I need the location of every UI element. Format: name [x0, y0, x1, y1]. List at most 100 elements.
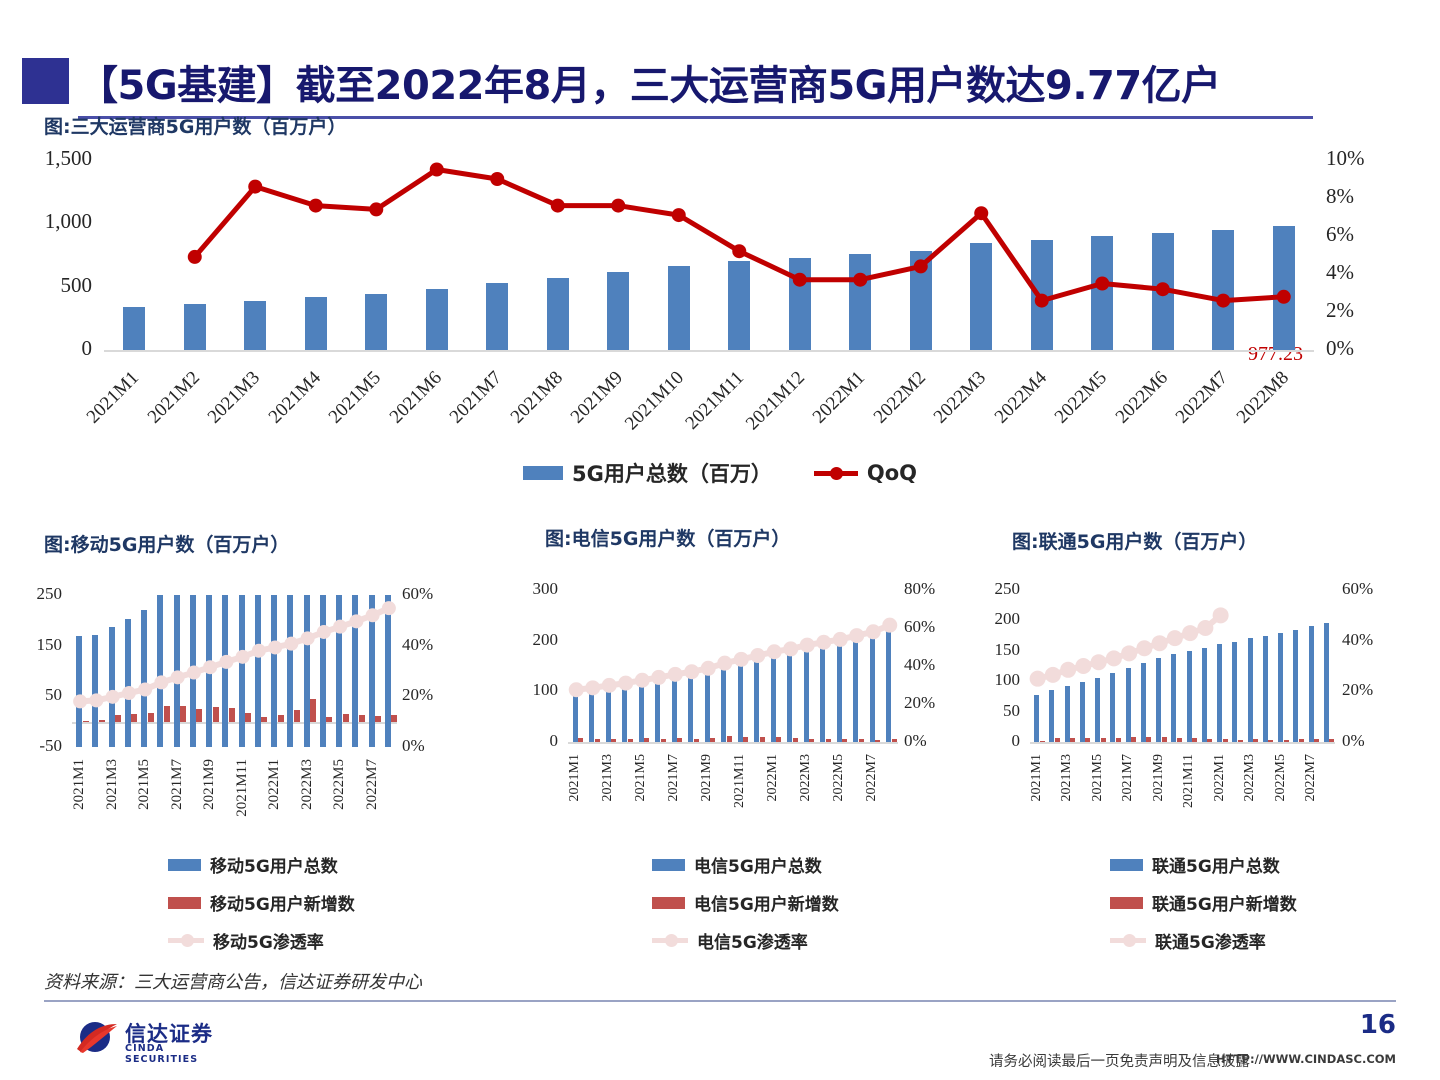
sub-chart-0-bar-total	[254, 595, 261, 747]
sub-chart-2-bar-new	[1237, 739, 1243, 742]
sub-chart-0-bar-new	[98, 720, 105, 722]
sub-chart-mobile-legend: 移动5G用户总数移动5G用户新增数 移动5G渗透率	[168, 852, 355, 966]
sub-chart-mobile: -50 50 150 250 0% 20% 40% 60% 2021M1 2021M3 2021M5…	[0, 584, 500, 845]
header-divider	[78, 116, 1313, 119]
main-chart-left-tick: 0	[81, 336, 93, 360]
sub-chart-0-bar-new	[212, 707, 219, 722]
sub-chart-1-bar-new	[677, 737, 683, 742]
sub-chart-0-legend-item-2: 移动5G渗透率	[168, 928, 355, 953]
sub-chart-0-bar-total	[352, 595, 359, 747]
sub-chart-1-baseline	[568, 742, 898, 744]
sub-chart-2-left-tick: 0	[1011, 731, 1021, 750]
sub-chart-2-bar-total	[1232, 641, 1238, 742]
sub-chart-0-bar-total	[108, 627, 115, 747]
sub-chart-2-legend-item-2: 联通5G渗透率	[1110, 928, 1297, 953]
sub-chart-0-left-tick: 250	[36, 584, 63, 603]
sub-chart-2-bar-new	[1070, 738, 1076, 742]
sub-chart-1-right-tick: 80%	[904, 579, 936, 598]
sub-chart-2-bar-total	[1247, 638, 1253, 742]
sub-chart-2-bar-new	[1176, 737, 1182, 742]
sub-chart-1-bar-total	[787, 643, 793, 742]
sub-chart-telecom-legend: 电信5G用户总数 电信5G用户新增数 电信5G渗透率	[652, 852, 839, 966]
sub-chart-1-legend-swatch	[652, 896, 685, 909]
main-chart-legend-line	[813, 466, 858, 480]
sub-chart-2-x-label: 2022M7	[1303, 754, 1319, 802]
main-chart-legend-marker	[829, 466, 843, 480]
sub-chart-0-right-tick: 40%	[402, 634, 434, 654]
sub-chart-0-legend-item-0: 移动5G用户总数	[168, 852, 355, 877]
sub-chart-2-bar-new	[1146, 737, 1152, 742]
sub-chart-telecom: 0 100 200 300 0% 20% 40% 60% 80% 2021M1 2021M3 2021…	[500, 579, 970, 840]
sub-chart-0-bar-total	[92, 634, 99, 747]
sub-chart-1-bar-total	[605, 688, 611, 742]
sub-chart-2-x-label: 2021M3	[1059, 754, 1075, 802]
sub-chart-1-bar-total	[853, 631, 859, 742]
sub-chart-0-bar-total	[76, 636, 83, 747]
sub-chart-0-bar-new	[163, 706, 170, 722]
sub-chart-1-bar-new	[825, 738, 831, 742]
sub-chart-2-legend-item-1: 联通5G用户新增数	[1110, 890, 1297, 915]
sub-chart-2-bar-total	[1110, 673, 1116, 742]
sub-chart-0-legend-item-1: 移动5G用户新增数	[168, 890, 355, 915]
sub-chart-0-bar-new	[358, 714, 365, 722]
sub-chart-0-left-tick: -50	[39, 736, 62, 755]
sub-chart-2-bar-new	[1314, 738, 1320, 742]
sub-chart-2-bar-total	[1125, 667, 1131, 742]
sub-chart-2-left-tick: 50	[1003, 700, 1020, 720]
sub-chart-2-bar-new	[1085, 738, 1091, 742]
sub-chart-1-x-label: 2022M7	[864, 754, 880, 802]
sub-chart-1-bar-total	[655, 678, 661, 742]
sub-chart-0-bar-total	[336, 595, 343, 747]
sub-chart-0-bar-new	[375, 716, 382, 722]
logo-cn-text: 信达证券	[125, 1022, 213, 1046]
sub-chart-2-x-label: 2021M9	[1150, 754, 1166, 802]
main-chart-bar	[909, 250, 932, 350]
main-chart-left-tick: 1,500	[44, 146, 92, 170]
main-chart-legend-item-1: QoQ	[813, 461, 917, 485]
sub-chart-0-x-label: 2021M11	[233, 759, 250, 817]
sub-chart-1-caption: 图:电信5G用户数（百万户）	[545, 528, 791, 550]
sub-chart-2-bar-new	[1207, 738, 1213, 742]
sub-chart-1-bar-new	[710, 737, 716, 742]
sub-chart-1-right-tick: 40%	[904, 655, 936, 674]
page-title: 【5G基建】截至2022年8月，三大运营商5G用户数达9.77亿户	[78, 63, 1221, 109]
sub-chart-1-x-label: 2021M3	[600, 754, 616, 802]
sub-chart-1-left-tick: 200	[532, 629, 559, 649]
sub-chart-1-x-label: 2021M7	[666, 754, 682, 802]
sub-chart-2-legend-item-0: 联通5G用户总数	[1110, 852, 1297, 877]
main-chart-legend-label: QoQ	[866, 461, 917, 485]
sub-chart-1-bar-total	[754, 651, 760, 742]
sub-chart-2-baseline	[1030, 742, 1335, 744]
sub-chart-1-left-tick: 300	[532, 579, 559, 598]
sub-chart-1-bar-total	[770, 647, 776, 742]
main-chart-bar	[1091, 236, 1114, 350]
sub-chart-2-bar-new	[1131, 737, 1137, 742]
sub-chart-0-bar-total	[141, 609, 148, 747]
main-chart-bar	[486, 282, 509, 350]
sub-chart-1-bar-new	[743, 736, 749, 742]
sub-chart-0-legend-label: 移动5G用户总数	[210, 857, 338, 877]
main-chart-bar	[183, 304, 206, 350]
sub-chart-2-right-tick: 0%	[1342, 731, 1365, 750]
sub-chart-2-legend-marker	[1123, 934, 1136, 947]
sub-chart-0-bar-total	[222, 595, 229, 747]
sub-chart-2-bar-total	[1308, 626, 1314, 742]
sub-chart-0-right-tick: 0%	[402, 736, 425, 755]
sub-chart-0-bar-new	[342, 713, 349, 722]
sub-chart-1-left-tick: 0	[549, 731, 559, 750]
main-chart-bar	[1272, 226, 1295, 350]
sub-chart-1-x-label: 2022M1	[765, 754, 781, 802]
sub-chart-1-bar-total	[836, 634, 842, 742]
sub-chart-1-bar-new	[858, 738, 864, 742]
sub-chart-1-bar-total	[622, 685, 628, 742]
sub-chart-0-bar-new	[196, 709, 203, 722]
sub-chart-1-legend-line	[652, 934, 688, 947]
sub-chart-0-bar-total	[157, 595, 164, 747]
sub-chart-0-right-tick: 60%	[402, 584, 434, 603]
sub-chart-1-bar-new	[875, 739, 881, 742]
sub-chart-0-bar-total	[287, 595, 294, 747]
sub-chart-1-bar-total	[721, 661, 727, 742]
sub-chart-0-bar-total	[368, 595, 375, 747]
main-chart-legend: 5G用户总数（百万） QoQ	[0, 458, 1440, 492]
sub-chart-1-bar-new	[809, 738, 815, 742]
